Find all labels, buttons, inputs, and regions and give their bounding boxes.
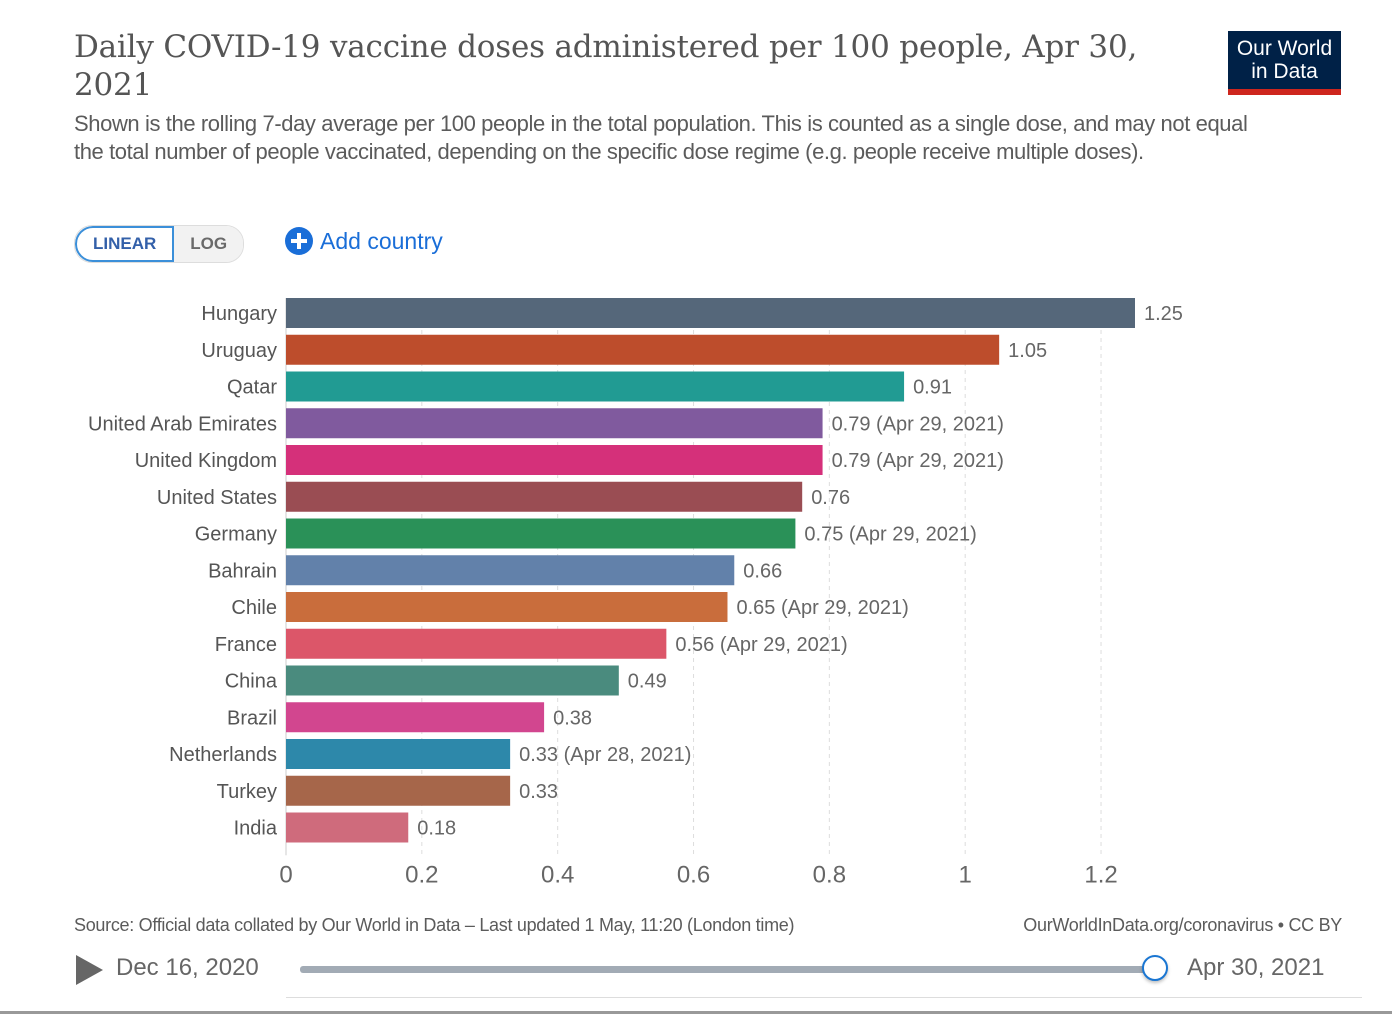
bars (286, 298, 1135, 843)
timeline: Dec 16, 2020 Apr 30, 2021 (74, 950, 1344, 990)
bar[interactable] (286, 739, 511, 769)
x-axis: 0 0.2 0.4 0.6 0.8 1 1.2 (279, 861, 1117, 888)
x-tick-label: 0.2 (405, 861, 438, 888)
category-label: United Kingdom (135, 450, 277, 472)
bar[interactable] (286, 812, 409, 843)
page-border (0, 1011, 1392, 1014)
divider (286, 997, 1362, 998)
category-label: China (225, 671, 278, 693)
linear-scale-button[interactable]: LINEAR (75, 226, 175, 262)
bar[interactable] (286, 702, 545, 733)
x-tick-label: 0 (279, 861, 292, 888)
bar[interactable] (286, 555, 735, 586)
value-label: 0.49 (628, 671, 667, 693)
category-label: Uruguay (201, 340, 277, 362)
category-labels: Hungary Uruguay Qatar United Arab Emirates U… (88, 303, 278, 840)
log-scale-button[interactable]: LOG (174, 226, 244, 262)
logo-line-1: Our World (1236, 37, 1333, 60)
category-label: France (215, 634, 277, 656)
value-label: 0.33 (519, 781, 558, 803)
category-label: Bahrain (208, 560, 277, 582)
logo-stripe (1228, 89, 1341, 95)
category-label: Qatar (227, 377, 277, 399)
category-label: Germany (195, 524, 277, 546)
owid-logo[interactable]: Our World in Data (1228, 31, 1341, 95)
category-label: Hungary (201, 303, 277, 325)
value-label: 0.56 (Apr 29, 2021) (675, 634, 847, 656)
timeline-start-date[interactable]: Dec 16, 2020 (116, 954, 259, 981)
value-label: 0.33 (Apr 28, 2021) (519, 744, 691, 766)
value-label: 0.18 (417, 818, 456, 840)
bar[interactable] (286, 371, 905, 402)
bar[interactable] (286, 298, 1135, 328)
credit-link[interactable]: OurWorldInData.org/coronavirus • CC BY (1023, 915, 1342, 935)
value-label: 0.38 (553, 707, 592, 729)
bar[interactable] (286, 592, 728, 622)
chart-subtitle: Shown is the rolling 7-day average per 1… (74, 111, 1248, 164)
timeline-end-date[interactable]: Apr 30, 2021 (1187, 954, 1325, 981)
value-label: 1.25 (1144, 303, 1183, 325)
value-label: 0.65 (Apr 29, 2021) (736, 597, 908, 619)
bar[interactable] (286, 334, 1000, 365)
bar[interactable] (286, 628, 667, 659)
x-tick-label: 0.6 (677, 861, 710, 888)
add-country-label: Add country (320, 227, 443, 254)
bar[interactable] (286, 481, 803, 512)
play-icon[interactable] (76, 955, 103, 985)
category-label: Netherlands (169, 744, 277, 766)
value-label: 0.79 (Apr 29, 2021) (832, 450, 1004, 472)
value-label: 0.76 (811, 487, 850, 509)
bar[interactable] (286, 775, 511, 806)
value-label: 0.79 (Apr 29, 2021) (832, 413, 1004, 435)
x-tick-label: 1.2 (1084, 861, 1117, 888)
bar[interactable] (286, 518, 796, 549)
category-label: United States (157, 487, 277, 509)
category-label: Chile (231, 597, 277, 619)
bar[interactable] (286, 445, 823, 475)
bar-chart: Hungary Uruguay Qatar United Arab Emirates U… (88, 298, 1183, 888)
category-label: Turkey (217, 781, 277, 803)
category-label: United Arab Emirates (88, 413, 277, 435)
plus-circle-icon (285, 227, 313, 255)
add-country-button[interactable]: Add country (285, 227, 443, 255)
chart-title: Daily COVID-19 vaccine doses administere… (74, 29, 1138, 103)
bar[interactable] (286, 408, 823, 439)
value-label: 1.05 (1008, 340, 1047, 362)
category-label: India (234, 818, 278, 840)
timeline-handle[interactable] (1142, 955, 1168, 981)
value-labels: 1.25 1.05 0.91 0.79 (Apr 29, 2021) 0.79 (Apr… (417, 303, 1183, 840)
value-label: 0.66 (743, 560, 782, 582)
category-label: Brazil (227, 707, 277, 729)
logo-line-2: in Data (1251, 60, 1318, 83)
value-label: 0.91 (913, 377, 952, 399)
x-tick-label: 0.4 (541, 861, 574, 888)
scale-toggle: LINEAR LOG (74, 225, 245, 263)
bar[interactable] (286, 665, 619, 696)
x-tick-label: 1 (959, 861, 972, 888)
value-label: 0.75 (Apr 29, 2021) (804, 524, 976, 546)
source-note: Source: Official data collated by Our Wo… (74, 915, 795, 935)
x-tick-label: 0.8 (813, 861, 846, 888)
timeline-track[interactable] (300, 966, 1158, 973)
